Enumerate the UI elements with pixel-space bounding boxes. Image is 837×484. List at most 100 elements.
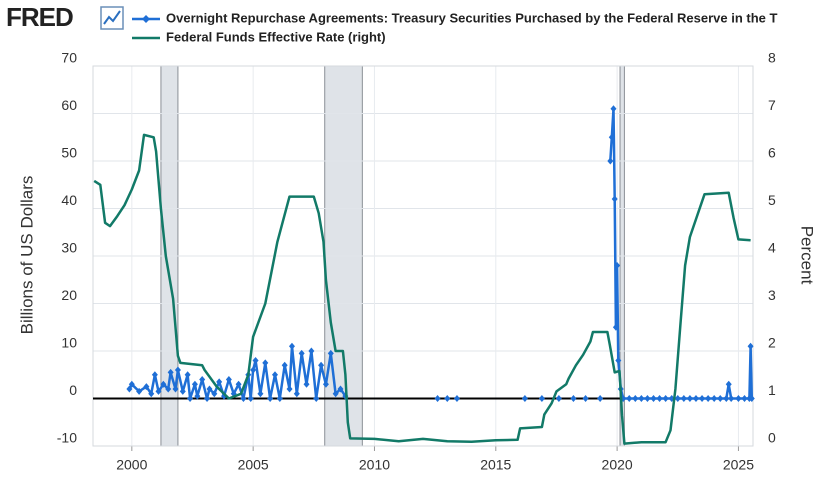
data-point — [723, 395, 730, 402]
data-point — [191, 380, 198, 388]
data-point — [179, 387, 186, 395]
data-point — [680, 395, 687, 402]
data-point — [538, 395, 545, 402]
y-tick-label: 50 — [61, 145, 77, 161]
data-point — [204, 395, 211, 402]
data-point — [662, 395, 669, 402]
data-point — [615, 357, 622, 364]
data-point — [128, 380, 135, 388]
data-point — [614, 262, 621, 269]
data-point — [281, 361, 288, 369]
data-point — [582, 395, 589, 402]
data-point — [313, 395, 320, 402]
data-point — [717, 395, 724, 402]
data-point — [608, 133, 615, 141]
data-point — [686, 395, 693, 402]
data-point — [735, 395, 742, 402]
logo-box — [100, 6, 124, 30]
y-tick-label: 0 — [69, 382, 77, 398]
x-tick-label: 2000 — [116, 457, 147, 473]
x-tick-label: 2020 — [602, 457, 633, 473]
data-point — [728, 395, 735, 402]
data-point — [607, 157, 614, 165]
data-point — [143, 383, 150, 391]
y-tick-label: 10 — [61, 335, 77, 351]
data-point — [308, 347, 315, 355]
data-point — [699, 395, 706, 402]
data-point — [555, 395, 562, 402]
x-tick-label: 2025 — [723, 457, 754, 473]
data-point — [187, 395, 194, 402]
data-point — [711, 395, 718, 402]
y2-tick-label: 2 — [768, 335, 776, 351]
data-point — [247, 395, 254, 402]
data-point — [194, 392, 201, 400]
data-point — [318, 361, 325, 369]
data-point — [521, 395, 528, 402]
y-tick-label: 40 — [61, 192, 77, 208]
data-point — [293, 390, 300, 398]
data-point — [206, 385, 213, 393]
data-point — [252, 357, 259, 364]
data-point — [610, 105, 617, 113]
data-point — [250, 366, 257, 374]
data-point — [271, 371, 278, 379]
data-point — [444, 395, 451, 402]
data-point — [611, 195, 618, 203]
data-point — [262, 359, 269, 367]
legend-marker — [142, 15, 150, 23]
data-point — [199, 376, 206, 383]
data-point — [211, 390, 218, 398]
data-point — [674, 395, 681, 402]
data-point — [453, 395, 460, 402]
series-line — [93, 133, 751, 445]
y-axis-label: Billions of US Dollars — [17, 176, 36, 335]
plot-border — [92, 65, 754, 447]
legend: Overnight Repurchase Agreements: Treasur… — [132, 10, 778, 44]
data-point — [650, 395, 657, 402]
data-point — [298, 349, 305, 357]
data-point — [235, 380, 242, 388]
logo-line — [103, 10, 121, 25]
data-point — [167, 368, 174, 376]
y2-tick-label: 5 — [768, 192, 776, 208]
x-tick-label: 2005 — [238, 457, 269, 473]
y2-tick-label: 1 — [768, 382, 776, 398]
data-point — [741, 395, 748, 402]
data-point — [626, 395, 633, 402]
data-point — [632, 395, 639, 402]
y2-tick-label: 0 — [768, 430, 776, 446]
legend-label: Federal Funds Effective Rate (right) — [166, 29, 386, 44]
data-point — [656, 395, 663, 402]
data-point — [151, 371, 158, 379]
data-point — [705, 395, 712, 402]
y-tick-label: 60 — [61, 97, 77, 113]
data-point — [148, 390, 155, 398]
data-point — [240, 395, 247, 402]
data-point — [434, 395, 441, 402]
legend-label: Overnight Repurchase Agreements: Treasur… — [166, 10, 778, 25]
data-point — [644, 395, 651, 402]
data-point — [597, 395, 604, 402]
y2-tick-label: 3 — [768, 287, 776, 303]
y2-tick-label: 7 — [768, 97, 776, 113]
data-point — [332, 390, 339, 398]
data-point — [638, 395, 645, 402]
y-tick-label: 70 — [61, 50, 77, 66]
data-point — [225, 376, 232, 383]
data-point — [276, 395, 283, 402]
data-point — [322, 380, 329, 388]
data-point — [692, 395, 699, 402]
data-point — [286, 385, 293, 393]
data-point — [160, 380, 167, 388]
y-tick-label: 30 — [61, 240, 77, 256]
logo: FRED — [6, 2, 73, 32]
data-point — [126, 385, 133, 393]
data-point — [174, 366, 181, 374]
data-point — [216, 378, 223, 386]
y2-axis-label: Percent — [798, 226, 817, 285]
data-point — [257, 390, 264, 398]
